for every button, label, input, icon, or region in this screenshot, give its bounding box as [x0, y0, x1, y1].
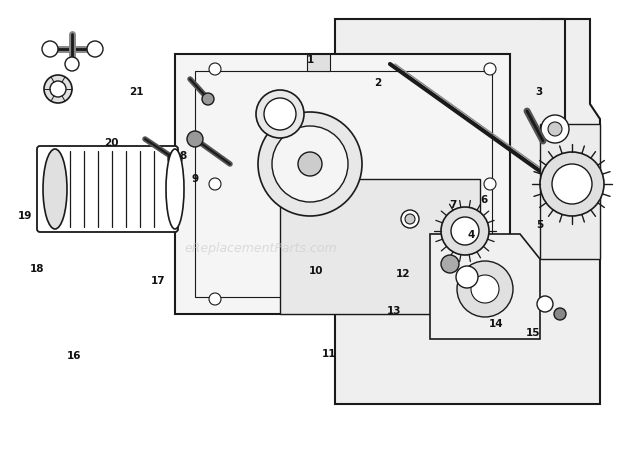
Circle shape — [272, 127, 348, 202]
Polygon shape — [430, 235, 540, 339]
Text: 5: 5 — [536, 220, 543, 230]
Circle shape — [537, 297, 553, 312]
Circle shape — [457, 262, 513, 317]
Circle shape — [87, 42, 103, 58]
Circle shape — [451, 218, 479, 246]
Circle shape — [256, 91, 304, 139]
Circle shape — [441, 207, 489, 256]
Circle shape — [561, 185, 575, 199]
Circle shape — [65, 58, 79, 72]
Text: 6: 6 — [480, 195, 487, 205]
Circle shape — [540, 153, 604, 217]
Text: 21: 21 — [129, 87, 144, 97]
Circle shape — [484, 293, 496, 305]
Circle shape — [187, 132, 203, 148]
Text: 10: 10 — [309, 266, 324, 276]
Circle shape — [209, 179, 221, 190]
Circle shape — [484, 179, 496, 190]
Circle shape — [548, 123, 562, 137]
Polygon shape — [335, 20, 600, 404]
Text: 1: 1 — [306, 55, 314, 65]
Text: 16: 16 — [67, 351, 82, 361]
Circle shape — [441, 256, 459, 274]
Text: 20: 20 — [104, 137, 119, 147]
Circle shape — [209, 293, 221, 305]
Circle shape — [554, 308, 566, 320]
FancyBboxPatch shape — [37, 147, 178, 233]
Circle shape — [456, 266, 478, 288]
Circle shape — [209, 64, 221, 76]
Polygon shape — [280, 179, 480, 314]
Text: 7: 7 — [449, 199, 456, 209]
Text: 3: 3 — [536, 87, 543, 97]
Circle shape — [484, 64, 496, 76]
Circle shape — [298, 153, 322, 177]
Circle shape — [264, 99, 296, 131]
Polygon shape — [307, 55, 330, 72]
Circle shape — [44, 76, 72, 104]
Ellipse shape — [43, 150, 67, 230]
Text: 12: 12 — [396, 268, 410, 278]
Circle shape — [541, 116, 569, 144]
Text: 9: 9 — [192, 174, 199, 184]
Text: 18: 18 — [30, 263, 45, 274]
Text: eReplacementParts.com: eReplacementParts.com — [184, 241, 337, 254]
Circle shape — [552, 165, 592, 205]
Text: 17: 17 — [151, 275, 166, 285]
Circle shape — [50, 82, 66, 98]
Circle shape — [405, 214, 415, 224]
Text: 13: 13 — [386, 305, 401, 315]
Circle shape — [258, 113, 362, 217]
Text: 15: 15 — [526, 328, 541, 338]
Text: 11: 11 — [321, 348, 336, 358]
Circle shape — [202, 94, 214, 106]
Text: 8: 8 — [179, 151, 187, 161]
Text: 14: 14 — [489, 319, 503, 329]
Circle shape — [401, 211, 419, 229]
Circle shape — [42, 42, 58, 58]
Text: 19: 19 — [17, 211, 32, 221]
Circle shape — [471, 275, 499, 303]
Polygon shape — [175, 55, 510, 314]
Circle shape — [168, 153, 182, 167]
Ellipse shape — [166, 150, 184, 230]
Text: 2: 2 — [374, 78, 382, 88]
Polygon shape — [540, 125, 600, 259]
Text: 4: 4 — [467, 229, 475, 239]
